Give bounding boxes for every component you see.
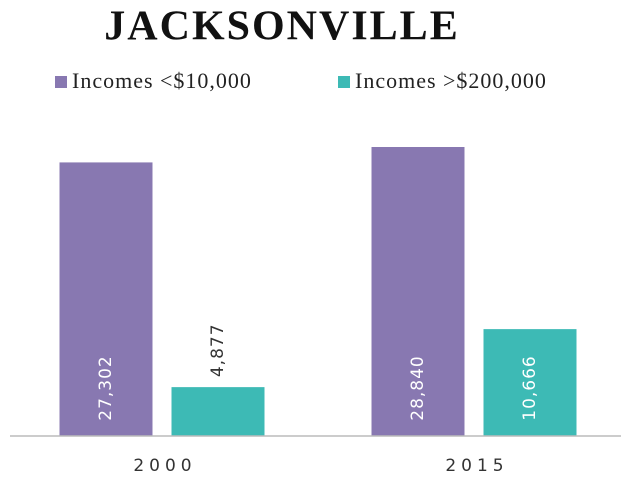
x-tick-label: 2000 (133, 456, 196, 476)
value-label: 27,302 (96, 355, 116, 420)
chart-title: JACKSONVILLE (104, 4, 459, 50)
value-label: 10,666 (520, 355, 540, 420)
bar (483, 329, 577, 436)
legend-label: Incomes <$10,000 (72, 68, 252, 93)
x-tick-label: 2015 (445, 456, 508, 476)
bar (171, 387, 265, 436)
legend-swatch (55, 76, 67, 88)
value-label: 4,877 (208, 323, 228, 377)
bar (371, 147, 465, 436)
bar (59, 162, 153, 437)
legend-label: Incomes >$200,000 (355, 68, 547, 93)
value-label: 28,840 (408, 355, 428, 420)
legend-swatch (338, 76, 350, 88)
